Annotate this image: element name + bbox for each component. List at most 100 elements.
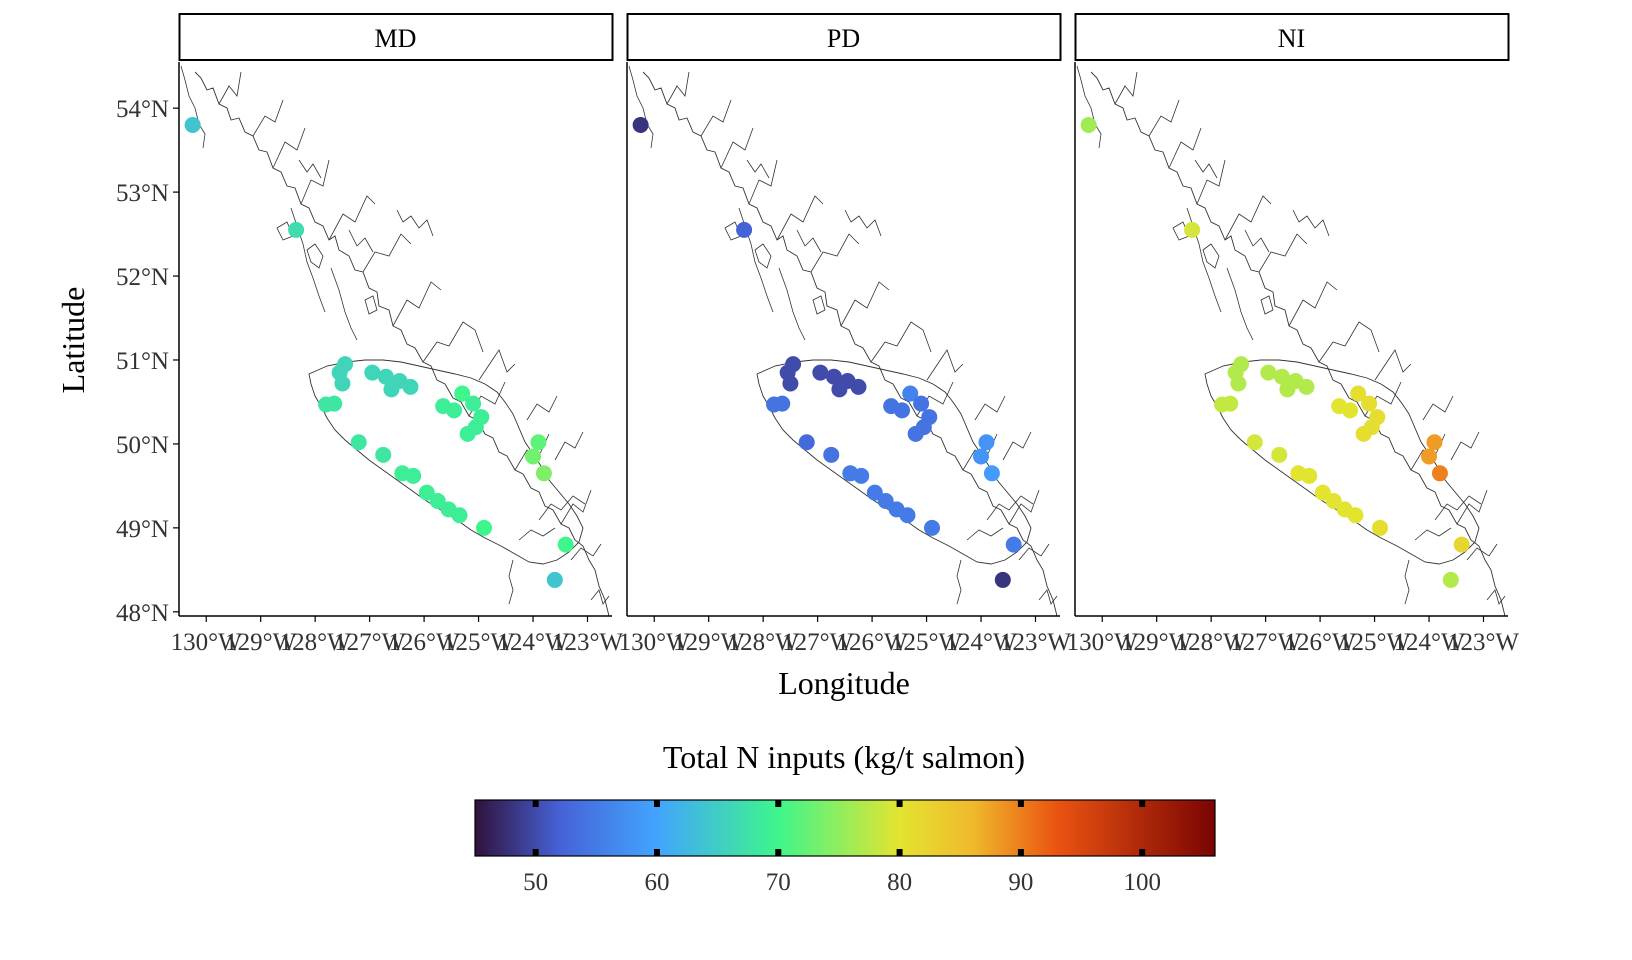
x-tick-label: 129°W [673,629,744,656]
site-point [825,368,842,385]
site-point [894,402,911,419]
site-point [350,434,367,451]
facet-strip-label: NI [1278,24,1305,53]
x-tick-label: 129°W [225,629,296,656]
x-tick-label: 128°W [728,629,799,656]
site-point [1431,465,1448,482]
colorbar-tick [775,800,782,807]
site-points [632,116,1022,588]
site-point [1453,536,1470,553]
site-point [994,571,1011,588]
x-tick-label: 124°W [1393,629,1464,656]
x-tick-label: 124°W [497,629,568,656]
site-point [1184,221,1201,238]
facet-strip-label: PD [827,24,860,53]
site-point [1260,364,1277,381]
site-point [978,434,995,451]
site-point [1350,385,1367,402]
site-point [525,448,542,465]
colorbar [474,799,1216,857]
colorbar-tick [1139,849,1146,856]
site-point [557,536,574,553]
site-point [535,465,552,482]
colorbar-tick [1017,800,1024,807]
colorbar-tick [775,849,782,856]
site-point [454,385,471,402]
site-point [1372,519,1389,536]
site-point [1342,402,1359,419]
y-axis-title: Latitude [55,287,91,394]
site-point [1355,425,1372,442]
x-tick-label: 123°W [1448,629,1519,656]
facet-strip: PD [626,13,1062,61]
site-point [364,364,381,381]
x-tick-label: 130°W [171,629,242,656]
site-point [907,425,924,442]
site-point [1298,378,1315,395]
x-tick-label: 123°W [552,629,623,656]
site-point [383,381,400,398]
facet-panel-pd: PD 130°W129°W128°W127°W126°W125°W124°W123… [619,13,1071,656]
y-tick-label: 51°N [116,348,169,375]
site-point [1271,446,1288,463]
site-point [866,484,883,501]
site-point [1080,116,1097,133]
site-point [1279,381,1296,398]
colorbar-tick-label: 90 [1008,869,1033,896]
site-point [736,221,753,238]
site-point [812,364,829,381]
x-tick-label: 127°W [1230,629,1301,656]
x-tick-label: 123°W [1000,629,1071,656]
colorbar-tick [532,800,539,807]
site-point [782,375,799,392]
site-point [774,395,791,412]
facet-strip: NI [1074,13,1510,61]
site-point [530,434,547,451]
site-point [429,493,446,510]
site-point [377,368,394,385]
colorbar-tick [653,849,660,856]
x-tick-label: 129°W [1121,629,1192,656]
coastline-outline [628,65,1058,617]
colorbar-tick [532,849,539,856]
y-tick-label: 53°N [116,180,169,207]
site-point [853,467,870,484]
y-axis: 48°N 49°N 50°N 51°N 52°N 53°N 54°N [116,62,180,627]
site-point [823,446,840,463]
x-tick-label: 130°W [619,629,690,656]
colorbar-tick-label: 70 [766,869,791,896]
y-tick-label: 48°N [116,600,169,627]
colorbar-tick-label: 100 [1123,869,1161,896]
site-point [798,434,815,451]
site-points [184,116,574,588]
site-point [1301,467,1318,484]
site-point [632,116,649,133]
site-point [1273,368,1290,385]
site-point [1005,536,1022,553]
site-point [446,402,463,419]
y-tick-label: 54°N [116,96,169,123]
site-point [459,425,476,442]
site-point [1222,395,1239,412]
x-axis-title: Longitude [778,665,910,701]
site-point [1325,493,1342,510]
x-tick-label: 128°W [280,629,351,656]
site-point [451,507,468,524]
site-point [1442,571,1459,588]
x-tick-label: 126°W [1285,629,1356,656]
x-tick-label: 128°W [1176,629,1247,656]
y-tick-label: 49°N [116,516,169,543]
coastline-outline [180,65,610,617]
x-tick-label: 127°W [782,629,853,656]
x-tick-label: 130°W [1067,629,1138,656]
site-point [850,378,867,395]
site-point [924,519,941,536]
site-point [184,116,201,133]
x-tick-label: 126°W [837,629,908,656]
site-point [465,395,482,412]
site-point [476,519,493,536]
site-point [913,395,930,412]
